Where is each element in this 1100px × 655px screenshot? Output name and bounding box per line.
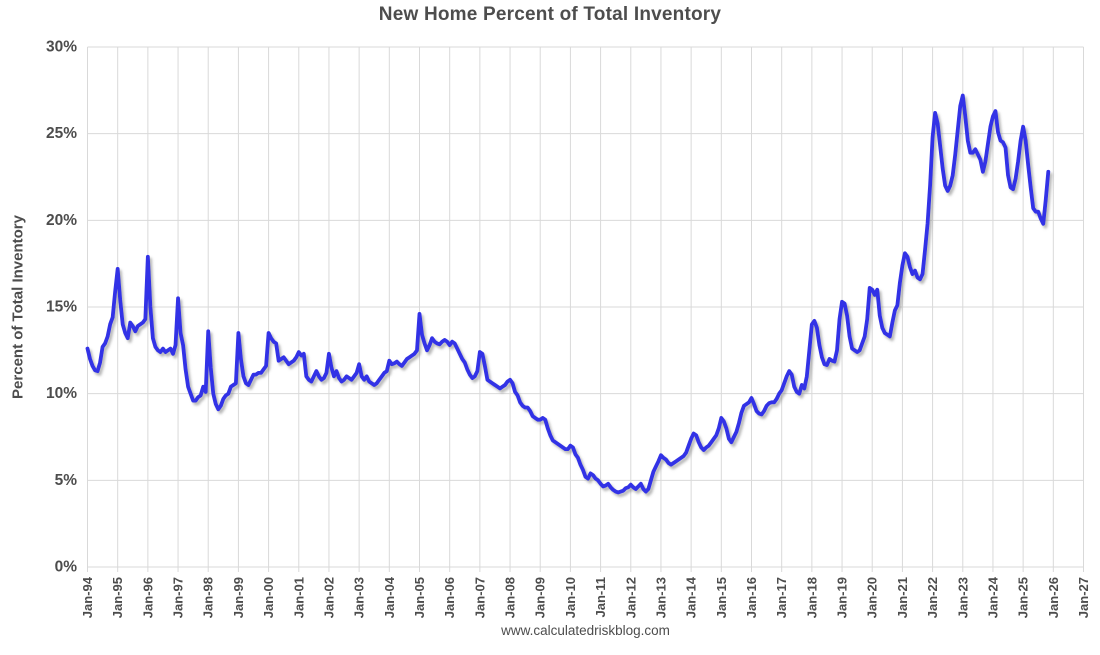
x-tick-label: Jan-94 bbox=[80, 576, 95, 618]
y-tick-label: 30% bbox=[46, 39, 77, 56]
x-tick-label: Jan-04 bbox=[382, 576, 397, 618]
x-tick-label: Jan-19 bbox=[835, 577, 850, 618]
x-tick-label: Jan-13 bbox=[653, 577, 668, 618]
y-tick-label: 15% bbox=[46, 299, 77, 316]
x-tick-label: Jan-25 bbox=[1016, 577, 1031, 618]
x-tick-label: Jan-95 bbox=[110, 577, 125, 618]
attribution: www.calculatedriskblog.com bbox=[501, 623, 670, 638]
x-tick-label: Jan-08 bbox=[503, 577, 518, 618]
y-tick-label: 0% bbox=[55, 559, 78, 576]
chart-title: New Home Percent of Total Inventory bbox=[378, 4, 722, 25]
x-tick-label: Jan-12 bbox=[623, 577, 638, 618]
x-tick-label: Jan-22 bbox=[925, 577, 940, 618]
x-tick-label: Jan-03 bbox=[352, 577, 367, 618]
x-tick-label: Jan-27 bbox=[1076, 577, 1091, 618]
x-tick-label: Jan-14 bbox=[684, 576, 699, 618]
x-tick-label: Jan-24 bbox=[985, 576, 1000, 618]
x-tick-label: Jan-99 bbox=[231, 577, 246, 618]
x-tick-label: Jan-21 bbox=[895, 577, 910, 618]
y-tick-label: 25% bbox=[46, 125, 77, 142]
x-tick-label: Jan-07 bbox=[472, 577, 487, 618]
x-tick-label: Jan-23 bbox=[955, 577, 970, 618]
x-tick-label: Jan-18 bbox=[804, 577, 819, 618]
x-tick-label: Jan-17 bbox=[774, 577, 789, 618]
x-tick-label: Jan-02 bbox=[321, 577, 336, 618]
x-tick-label: Jan-01 bbox=[291, 577, 306, 618]
x-tick-label: Jan-20 bbox=[865, 577, 880, 618]
x-tick-label: Jan-10 bbox=[563, 577, 578, 618]
x-tick-label: Jan-09 bbox=[533, 577, 548, 618]
x-tick-label: Jan-97 bbox=[171, 577, 186, 618]
x-tick-label: Jan-96 bbox=[140, 577, 155, 618]
y-tick-label: 10% bbox=[46, 385, 77, 402]
x-tick-label: Jan-05 bbox=[412, 577, 427, 618]
x-tick-label: Jan-00 bbox=[261, 577, 276, 618]
x-tick-label: Jan-16 bbox=[744, 577, 759, 618]
y-tick-label: 5% bbox=[55, 472, 78, 489]
x-tick-label: Jan-15 bbox=[714, 577, 729, 618]
x-tick-label: Jan-11 bbox=[593, 577, 608, 617]
data-line-series bbox=[85, 93, 1051, 495]
x-tick-label: Jan-98 bbox=[201, 577, 216, 618]
x-tick-label: Jan-26 bbox=[1046, 577, 1061, 618]
y-tick-label: 20% bbox=[46, 212, 77, 229]
x-tick-label: Jan-06 bbox=[442, 577, 457, 618]
